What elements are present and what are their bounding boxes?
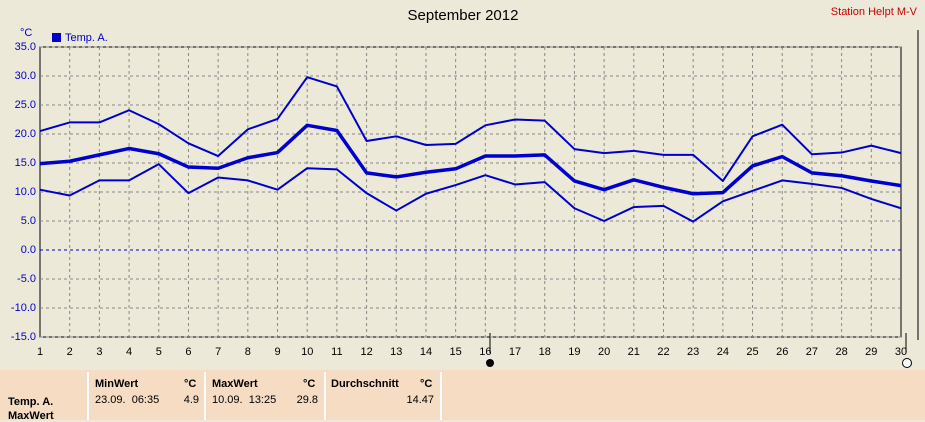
station-label: Station Helpt M-V (831, 6, 918, 18)
x-tick-label: 26 (776, 346, 788, 358)
chart-title: September 2012 (408, 7, 519, 24)
col-unit: °C (420, 378, 433, 390)
series-line (39, 123, 902, 196)
footer-separators (87, 372, 442, 420)
x-tick-label: 27 (806, 346, 818, 358)
y-tick-label: -10.0 (11, 302, 36, 314)
y-tick-label: -5.0 (17, 273, 36, 285)
col-head: MaxWert (212, 378, 258, 390)
max-value: 29.8 (296, 394, 318, 406)
x-tick-label: 1 (37, 346, 43, 358)
y-tick-label: 25.0 (15, 99, 36, 111)
max-time: 10.09. 13:25 (212, 394, 277, 406)
y-tick-label: 0.0 (21, 244, 36, 256)
x-tick-label: 17 (509, 346, 521, 358)
col-unit: °C (184, 378, 197, 390)
min-value: 4.9 (183, 394, 199, 406)
x-tick-label: 10 (301, 346, 313, 358)
col-head: MinWert (95, 378, 139, 390)
series-line (39, 76, 902, 182)
x-tick-label: 19 (568, 346, 580, 358)
x-tick-label: 29 (865, 346, 877, 358)
x-tick-label: 28 (835, 346, 847, 358)
unit-label: °C (20, 27, 32, 39)
footer-table: MinWert °C MaxWert °C Durchschnitt °C Te… (0, 372, 925, 422)
x-tick-label: 16 (479, 346, 491, 358)
cursor-dot (486, 359, 494, 367)
x-tick-label: 13 (390, 346, 402, 358)
x-tick-label: 9 (274, 346, 280, 358)
x-tick-label: 14 (420, 346, 432, 358)
row-label: MaxWert (8, 410, 54, 422)
x-tick-label: 2 (67, 346, 73, 358)
x-tick-label: 25 (746, 346, 758, 358)
y-tick-label: -15.0 (11, 331, 36, 343)
x-tick-label: 7 (215, 346, 221, 358)
footer-bg (0, 370, 925, 420)
x-tick-label: 30 (895, 346, 907, 358)
x-tick-label: 11 (331, 346, 342, 358)
end-dot (902, 358, 912, 368)
y-tick-label: 20.0 (15, 128, 36, 140)
min-time: 23.09. 06:35 (95, 394, 160, 406)
x-tick-label: 12 (360, 346, 372, 358)
plot-frame (39, 46, 902, 338)
x-tick-label: 24 (717, 346, 729, 358)
x-tick-label: 23 (687, 346, 699, 358)
y-tick-label: 35.0 (15, 41, 36, 53)
series-line (39, 163, 902, 223)
legend-label: Temp. A. (65, 32, 108, 44)
x-tick-label: 18 (539, 346, 551, 358)
row-label: Temp. A. (8, 396, 54, 408)
avg-value: 14.47 (406, 394, 434, 406)
legend-swatch (52, 33, 61, 42)
y-tick-label: 30.0 (15, 70, 36, 82)
x-tick-label: 20 (598, 346, 610, 358)
x-tick-label: 15 (450, 346, 462, 358)
col-unit: °C (303, 378, 316, 390)
x-tick-label: 21 (628, 346, 640, 358)
x-tick-label: 8 (245, 346, 251, 358)
y-tick-label: 15.0 (15, 157, 36, 169)
y-tick-label: 10.0 (15, 186, 36, 198)
x-tick-label: 22 (657, 346, 669, 358)
y-tick-label: 5.0 (21, 215, 36, 227)
col-head: Durchschnitt (331, 378, 399, 390)
x-tick-label: 3 (96, 346, 102, 358)
x-tick-label: 4 (126, 346, 132, 358)
x-tick-label: 6 (185, 346, 191, 358)
x-tick-label: 5 (156, 346, 162, 358)
